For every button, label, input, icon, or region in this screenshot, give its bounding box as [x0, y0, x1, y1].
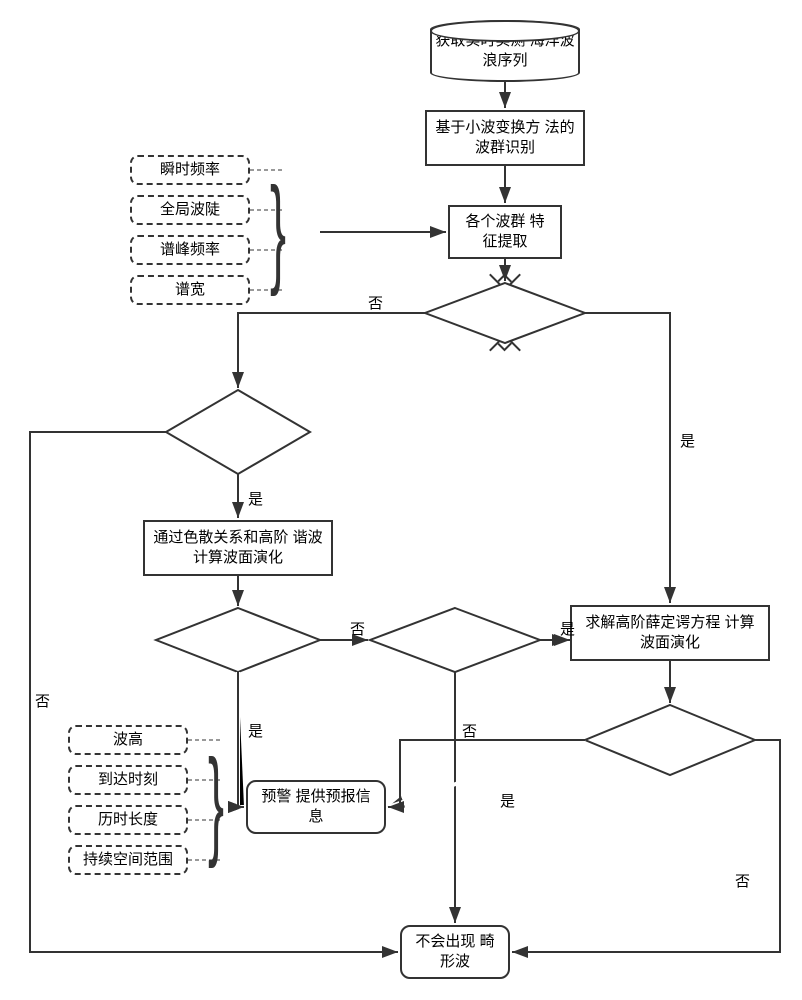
- node-schrodinger-label: 求解高阶薛定谔方程 计算波面演化: [580, 613, 760, 654]
- feature-item-label: 全局波陡: [160, 200, 220, 220]
- feature-item-label: 谱宽: [175, 280, 205, 300]
- node-wavelet-label: 基于小波变换方 法的波群识别: [435, 118, 575, 159]
- flowchart-canvas: 获取实时实测 海洋波浪序列 基于小波变换方 法的波群识别 各个波群 特征提取 瞬…: [0, 0, 802, 1000]
- node-no-rogue: 不会出现 畸形波: [400, 925, 510, 979]
- warn-item: 波高: [68, 725, 188, 755]
- label-bfi-b-no: 否: [462, 720, 477, 741]
- brace-features: }: [270, 170, 286, 290]
- brace-warn: }: [208, 742, 224, 862]
- feature-item: 全局波陡: [130, 195, 250, 225]
- feature-item: 谱宽: [130, 275, 250, 305]
- label-rogue1-yes: 是: [248, 720, 263, 741]
- node-dispersion-label: 通过色散关系和高阶 谐波计算波面演化: [153, 528, 323, 569]
- warn-item-label: 历时长度: [98, 810, 158, 830]
- node-dispersion: 通过色散关系和高阶 谐波计算波面演化: [143, 520, 333, 576]
- diamond-bfi-a-label: BFI大于阈值A: [453, 305, 558, 325]
- warn-item-label: 持续空间范围: [83, 850, 173, 870]
- warn-item: 历时长度: [68, 805, 188, 835]
- node-warning-label: 预警 提供预报信息: [256, 787, 376, 828]
- node-wavelet: 基于小波变换方 法的波群识别: [425, 110, 585, 166]
- diamond-bfi-b-label: BFI大于阈值B: [404, 632, 509, 652]
- node-no-rogue-label: 不会出现 畸形波: [410, 932, 500, 973]
- label-rogue2-yes: 是: [500, 790, 515, 811]
- node-start-label: 获取实时实测 海洋波浪序列: [432, 31, 578, 72]
- node-start-cylinder: 获取实时实测 海洋波浪序列: [430, 20, 580, 82]
- warn-item-label: 波高: [113, 730, 143, 750]
- warn-item-label: 到达时刻: [98, 770, 158, 790]
- feature-item: 瞬时频率: [130, 155, 250, 185]
- diamond-freqdec-label: 瞬时频率 单调递减: [196, 415, 286, 455]
- feature-item-label: 瞬时频率: [160, 160, 220, 180]
- label-bfi-b-yes: 是: [560, 618, 575, 639]
- node-extract: 各个波群 特征提取: [448, 205, 562, 259]
- label-bfi-a-no: 否: [368, 292, 383, 313]
- node-schrodinger: 求解高阶薛定谔方程 计算波面演化: [570, 605, 770, 661]
- feature-item-label: 谱峰频率: [160, 240, 220, 260]
- diamond-rogue1-label: 出现畸形波: [200, 632, 280, 652]
- label-rogue2-no: 否: [735, 870, 750, 891]
- node-warning: 预警 提供预报信息: [246, 780, 386, 834]
- node-extract-label: 各个波群 特征提取: [458, 212, 552, 253]
- label-freqdec-yes: 是: [248, 488, 263, 509]
- label-freqdec-no: 否: [35, 690, 50, 711]
- label-rogue1-no: 否: [350, 618, 365, 639]
- diamond-rogue2-label: 出现畸形波: [628, 730, 718, 750]
- label-bfi-a-yes: 是: [680, 430, 695, 451]
- warn-item: 到达时刻: [68, 765, 188, 795]
- warn-item: 持续空间范围: [68, 845, 188, 875]
- feature-item: 谱峰频率: [130, 235, 250, 265]
